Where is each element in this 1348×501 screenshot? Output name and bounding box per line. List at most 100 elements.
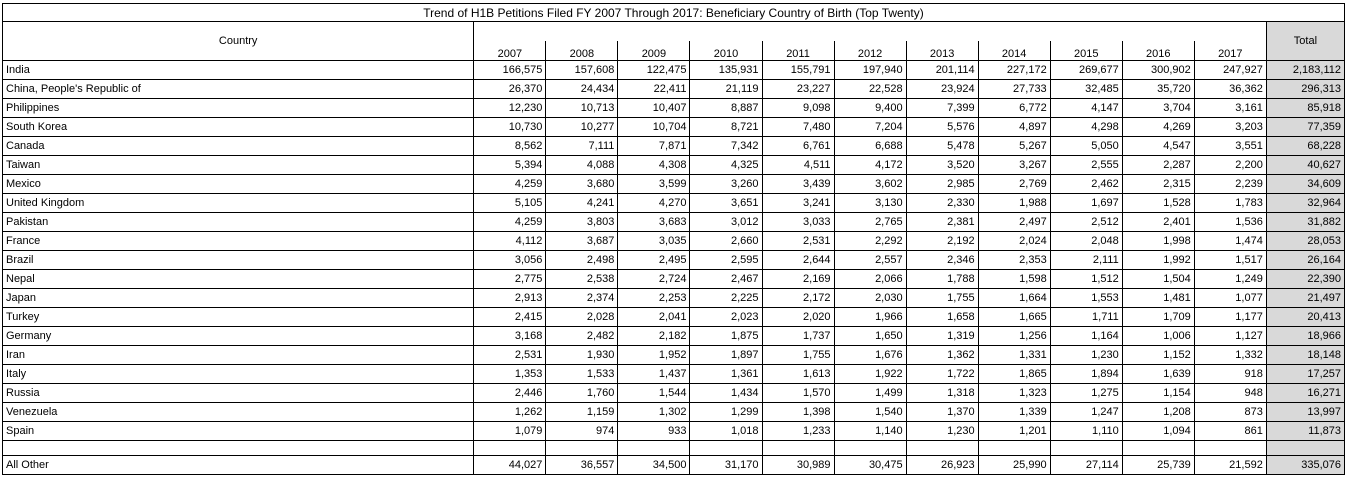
empty-cell	[1049, 440, 1123, 456]
value-cell: 1,339	[977, 402, 1051, 422]
year-header: 2009	[617, 41, 691, 61]
data-row: Iran 2,531 1,930 1,952 1,897 1,755 1,676 1,362 1…	[1, 345, 1346, 365]
empty-cell	[1193, 440, 1267, 456]
country-cell: France	[1, 231, 475, 251]
value-cell: 7,399	[905, 98, 979, 118]
value-cell: 3,241	[761, 193, 835, 213]
value-cell: 12,230	[473, 98, 547, 118]
total-cell: 11,873	[1265, 421, 1346, 441]
value-cell: 873	[1193, 402, 1267, 422]
total-cell: 31,882	[1265, 212, 1346, 232]
country-cell: Iran	[1, 345, 475, 365]
value-cell: 2,330	[905, 193, 979, 213]
value-cell: 1,127	[1193, 326, 1267, 346]
value-cell: 2,555	[1049, 155, 1123, 175]
value-cell: 1,922	[833, 364, 907, 384]
country-cell: Turkey	[1, 307, 475, 327]
country-cell: Italy	[1, 364, 475, 384]
value-cell: 1,658	[905, 307, 979, 327]
year-header: 2016	[1121, 41, 1195, 61]
data-row: Canada 8,562 7,111 7,871 7,342 6,761 6,688 5,47…	[1, 136, 1346, 156]
value-cell: 30,475	[833, 455, 907, 475]
value-cell: 2,467	[689, 269, 763, 289]
value-cell: 5,105	[473, 193, 547, 213]
value-cell: 1,152	[1121, 345, 1195, 365]
value-cell: 2,292	[833, 231, 907, 251]
value-cell: 1,665	[977, 307, 1051, 327]
value-cell: 2,172	[761, 288, 835, 308]
year-header: 2017	[1193, 41, 1267, 61]
value-cell: 23,924	[905, 79, 979, 99]
value-cell: 1,894	[1049, 364, 1123, 384]
data-row: Italy 1,353 1,533 1,437 1,361 1,613 1,922 1,722…	[1, 364, 1346, 384]
value-cell: 1,499	[833, 383, 907, 403]
value-cell: 1,474	[1193, 231, 1267, 251]
value-cell: 2,111	[1049, 250, 1123, 270]
value-cell: 5,267	[977, 136, 1051, 156]
value-cell: 155,791	[761, 60, 835, 80]
value-cell: 21,592	[1193, 455, 1267, 475]
total-cell: 26,164	[1265, 250, 1346, 270]
year-header: 2010	[689, 41, 763, 61]
total-cell: 34,609	[1265, 174, 1346, 194]
value-cell: 1,664	[977, 288, 1051, 308]
value-cell: 1,504	[1121, 269, 1195, 289]
value-cell: 8,562	[473, 136, 547, 156]
value-cell: 2,182	[617, 326, 691, 346]
value-cell: 7,204	[833, 117, 907, 137]
value-cell: 1,006	[1121, 326, 1195, 346]
value-cell: 2,041	[617, 307, 691, 327]
value-cell: 4,325	[689, 155, 763, 175]
data-row: Nepal 2,775 2,538 2,724 2,467 2,169 2,066 1,788…	[1, 269, 1346, 289]
value-cell: 3,599	[617, 174, 691, 194]
country-cell: Canada	[1, 136, 475, 156]
value-cell: 3,267	[977, 155, 1051, 175]
value-cell: 2,353	[977, 250, 1051, 270]
data-row: France 4,112 3,687 3,035 2,660 2,531 2,292 2,19…	[1, 231, 1346, 251]
value-cell: 1,528	[1121, 193, 1195, 213]
value-cell: 2,315	[1121, 174, 1195, 194]
value-cell: 2,531	[473, 345, 547, 365]
empty-cell	[761, 440, 835, 456]
value-cell: 1,247	[1049, 402, 1123, 422]
value-cell: 3,551	[1193, 136, 1267, 156]
value-cell: 4,172	[833, 155, 907, 175]
value-cell: 3,056	[473, 250, 547, 270]
value-cell: 1,154	[1121, 383, 1195, 403]
year-header: 2012	[833, 41, 907, 61]
value-cell: 1,164	[1049, 326, 1123, 346]
country-cell: United Kingdom	[1, 193, 475, 213]
year-header: 2013	[905, 41, 979, 61]
value-cell: 1,110	[1049, 421, 1123, 441]
value-cell: 2,253	[617, 288, 691, 308]
country-cell: Pakistan	[1, 212, 475, 232]
value-cell: 44,027	[473, 455, 547, 475]
value-cell: 35,720	[1121, 79, 1195, 99]
value-cell: 2,020	[761, 307, 835, 327]
value-cell: 2,415	[473, 307, 547, 327]
value-cell: 8,721	[689, 117, 763, 137]
value-cell: 2,374	[545, 288, 619, 308]
value-cell: 1,722	[905, 364, 979, 384]
data-row: Philippines 12,230 10,713 10,407 8,887 9,098 9…	[1, 98, 1346, 118]
value-cell: 1,783	[1193, 193, 1267, 213]
data-row: South Korea 10,730 10,277 10,704 8,721 7,480 7…	[1, 117, 1346, 137]
value-cell: 2,595	[689, 250, 763, 270]
value-cell: 2,913	[473, 288, 547, 308]
value-cell: 3,260	[689, 174, 763, 194]
value-cell: 1,897	[689, 345, 763, 365]
value-cell: 1,302	[617, 402, 691, 422]
value-cell: 122,475	[617, 60, 691, 80]
empty-cell	[977, 440, 1051, 456]
value-cell: 4,269	[1121, 117, 1195, 137]
year-header: 2007	[473, 41, 547, 61]
value-cell: 201,114	[905, 60, 979, 80]
empty-cell	[833, 440, 907, 456]
value-cell: 4,897	[977, 117, 1051, 137]
value-cell: 157,608	[545, 60, 619, 80]
value-cell: 2,446	[473, 383, 547, 403]
value-cell: 1,570	[761, 383, 835, 403]
total-cell: 13,997	[1265, 402, 1346, 422]
value-cell: 26,923	[905, 455, 979, 475]
